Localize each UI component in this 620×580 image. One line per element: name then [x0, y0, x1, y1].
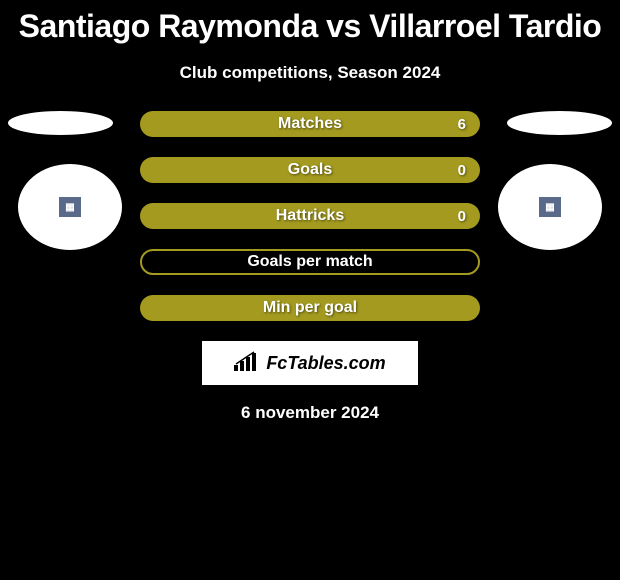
shield-glyph-icon: ▦	[545, 202, 554, 213]
stat-label: Min per goal	[263, 299, 357, 317]
player-right-ellipse	[507, 111, 612, 135]
club-shield-icon: ▦	[59, 197, 81, 217]
stat-value-right: 0	[458, 208, 466, 225]
stat-bar-min-per-goal: Min per goal	[140, 295, 480, 321]
player-left-ellipse	[8, 111, 113, 135]
logo-text: FcTables.com	[266, 353, 385, 374]
stat-bar-matches: Matches 6	[140, 111, 480, 137]
stat-bar-goals-per-match: Goals per match	[140, 249, 480, 275]
player-right-avatar: ▦	[498, 164, 602, 250]
stat-value-right: 0	[458, 162, 466, 179]
stat-bar-hattricks: Hattricks 0	[140, 203, 480, 229]
stat-label: Goals per match	[247, 253, 372, 271]
stat-label: Hattricks	[276, 207, 344, 225]
stat-label: Goals	[288, 161, 332, 179]
comparison-content: ▦ ▦ Matches 6 Goals 0 Hattricks 0 Goals …	[0, 111, 620, 423]
club-shield-icon: ▦	[539, 197, 561, 217]
source-logo: FcTables.com	[202, 341, 418, 385]
stat-value-right: 6	[458, 116, 466, 133]
page-title: Santiago Raymonda vs Villarroel Tardio	[0, 0, 620, 45]
subtitle: Club competitions, Season 2024	[0, 63, 620, 83]
date-text: 6 november 2024	[0, 403, 620, 423]
shield-glyph-icon: ▦	[65, 202, 74, 213]
stat-bar-goals: Goals 0	[140, 157, 480, 183]
bar-chart-icon	[234, 351, 260, 376]
stats-bars: Matches 6 Goals 0 Hattricks 0 Goals per …	[140, 111, 480, 321]
stat-label: Matches	[278, 115, 342, 133]
player-left-avatar: ▦	[18, 164, 122, 250]
